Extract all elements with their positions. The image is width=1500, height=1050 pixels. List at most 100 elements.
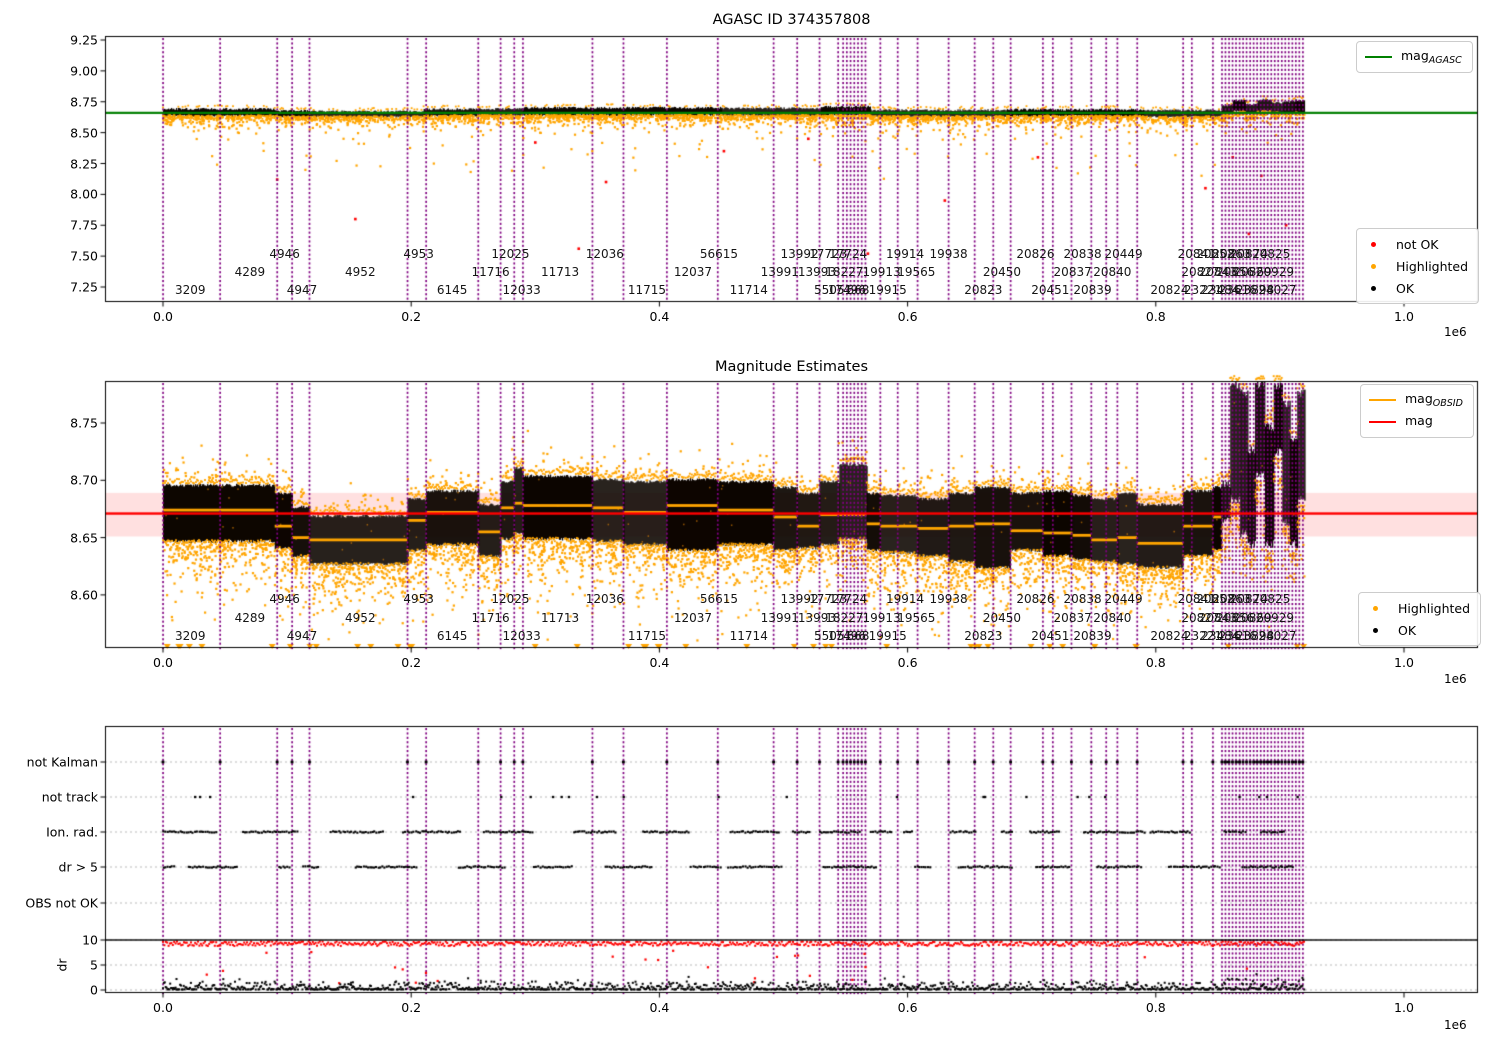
obsid-label: 19914 bbox=[886, 592, 925, 606]
obsid-label: 20825 bbox=[1252, 247, 1291, 261]
obsid-label: 20450 bbox=[982, 610, 1021, 625]
obsid-label: 12025 bbox=[491, 592, 530, 606]
y-tick-label: 7.50 bbox=[70, 248, 98, 264]
obsid-label: 19938 bbox=[929, 247, 968, 261]
x-tick-label: 0.6 bbox=[897, 309, 918, 324]
x-tick-label: 0.0 bbox=[153, 1000, 173, 1015]
obsid-label: 20449 bbox=[1104, 247, 1143, 261]
obsid-label: 20826 bbox=[1016, 592, 1055, 606]
obsid-label: 23221 bbox=[1183, 283, 1223, 297]
obsid-label: 20838 bbox=[1063, 247, 1102, 261]
panel1-title: AGASC ID 374357808 bbox=[712, 12, 871, 28]
obsid-label: 4947 bbox=[286, 629, 318, 643]
obsid-label: 11715 bbox=[627, 629, 667, 643]
obsid-label: 20838 bbox=[1063, 592, 1102, 606]
obsid-label: 17496 bbox=[827, 629, 866, 643]
y-tick-label: 8.25 bbox=[70, 156, 98, 171]
obsid-label: 12037 bbox=[673, 610, 712, 625]
x-tick-label: 1.0 bbox=[1394, 309, 1414, 324]
obsid-label: 12025 bbox=[491, 247, 530, 261]
obsid-label: 23484 bbox=[1201, 283, 1240, 297]
obsid-label: 3209 bbox=[175, 629, 206, 643]
obsid-label: 11714 bbox=[729, 629, 768, 643]
obsid-label: 11713 bbox=[541, 610, 580, 625]
obsid-label: 13991 bbox=[760, 265, 799, 279]
legend-entry-ok: OK bbox=[1365, 277, 1468, 299]
obsid-label: 20840 bbox=[1093, 610, 1132, 625]
obsid-label: 11714 bbox=[729, 283, 768, 297]
orange-dot-sample bbox=[1373, 605, 1378, 611]
obsid-label: 20874 bbox=[1229, 247, 1268, 261]
obsid-label: 20843 bbox=[1198, 265, 1237, 279]
obsid-label: 19913 bbox=[862, 610, 901, 625]
obsid-label: 20823 bbox=[964, 629, 1003, 643]
obsid-label: 20929 bbox=[1255, 610, 1295, 625]
obsid-label: 20869 bbox=[1233, 610, 1272, 625]
obsid-label: 11716 bbox=[471, 610, 510, 625]
x-tick-label: 0.6 bbox=[897, 1000, 918, 1015]
obsid-label: 20826 bbox=[1016, 247, 1055, 261]
dr-tick-label: 5 bbox=[90, 957, 98, 973]
panel2-point-legend: Highlighted OK bbox=[1358, 592, 1482, 646]
black-dot-sample bbox=[1371, 285, 1376, 291]
obsid-label: 19913 bbox=[862, 265, 901, 279]
obsid-label: 23221 bbox=[1183, 629, 1223, 643]
obsid-label: 12033 bbox=[502, 629, 541, 643]
obsid-label: 3209 bbox=[175, 283, 206, 297]
obsid-label: 20929 bbox=[1255, 265, 1295, 279]
obsid-label: 4289 bbox=[234, 265, 266, 279]
obsid-label: 24027 bbox=[1258, 629, 1297, 643]
y-tick-label: 9.00 bbox=[70, 63, 98, 79]
obsid-label: 4289 bbox=[234, 610, 266, 625]
panel1-x-offset: 1e6 bbox=[1444, 325, 1467, 339]
y-tick-label: 8.50 bbox=[70, 125, 98, 141]
y-tick-label: 7.75 bbox=[70, 217, 98, 233]
panel1-point-legend: not OK Highlighted OK bbox=[1356, 228, 1480, 304]
dr-tick-label: 0 bbox=[90, 982, 98, 998]
obsid-label: 20837 bbox=[1053, 265, 1092, 279]
obsid-label: 12036 bbox=[585, 247, 624, 261]
dr-tick-label: 10 bbox=[82, 932, 98, 948]
obsid-label: 20856 bbox=[1216, 610, 1255, 625]
y-tick-label: 8.60 bbox=[70, 587, 98, 603]
legend-entry-mag-obsid: magOBSID bbox=[1369, 389, 1463, 411]
x-tick-label: 0.0 bbox=[153, 655, 173, 670]
y-tick-label: 7.25 bbox=[70, 279, 98, 295]
obsid-label: 20824 bbox=[1150, 283, 1189, 297]
obsid-label: 20863 bbox=[1212, 592, 1251, 606]
obsid-label: 20841 bbox=[1177, 592, 1216, 606]
legend-label: Highlighted bbox=[1396, 258, 1469, 274]
obsid-label: 13993 bbox=[797, 610, 837, 625]
legend-label: OK bbox=[1396, 280, 1415, 296]
category-label: dr > 5 bbox=[58, 859, 98, 875]
x-tick-label: 0.8 bbox=[1145, 309, 1166, 324]
obsid-label: 17724 bbox=[828, 592, 868, 606]
legend-label: OK bbox=[1398, 622, 1417, 638]
obsid-label: 12037 bbox=[673, 265, 712, 279]
panel1-line-legend: magAGASC bbox=[1356, 41, 1473, 73]
obsid-label: 11716 bbox=[471, 265, 510, 279]
legend-entry-ok: OK bbox=[1367, 619, 1470, 641]
y-tick-label: 8.70 bbox=[70, 472, 98, 488]
obsid-label: 56615 bbox=[699, 247, 739, 261]
panel2-x-offset: 1e6 bbox=[1444, 672, 1467, 686]
category-label: OBS not OK bbox=[25, 895, 98, 911]
legend-entry-highlighted: Highlighted bbox=[1367, 597, 1470, 619]
obsid-label: 23616 bbox=[1218, 283, 1257, 297]
legend-label: Highlighted bbox=[1398, 600, 1471, 616]
obsid-label: 13992 bbox=[780, 592, 819, 606]
panel2-line-legend: magOBSID mag bbox=[1360, 384, 1474, 438]
legend-entry-mag: mag bbox=[1369, 411, 1463, 433]
obsid-label: 20450 bbox=[982, 265, 1021, 279]
legend-label: not OK bbox=[1396, 236, 1439, 252]
red-line-sample bbox=[1369, 421, 1396, 423]
obsid-label: 12033 bbox=[502, 283, 541, 297]
legend-entry-mag-agasc: magAGASC bbox=[1365, 46, 1462, 68]
red-dot-sample bbox=[1371, 241, 1376, 247]
obsid-label: 13991 bbox=[760, 610, 799, 625]
obsid-label: 23616 bbox=[1218, 629, 1257, 643]
obsid-label: 4953 bbox=[403, 592, 434, 606]
obsid-label: 20856 bbox=[1216, 265, 1255, 279]
obsid-label: 24027 bbox=[1258, 283, 1297, 297]
